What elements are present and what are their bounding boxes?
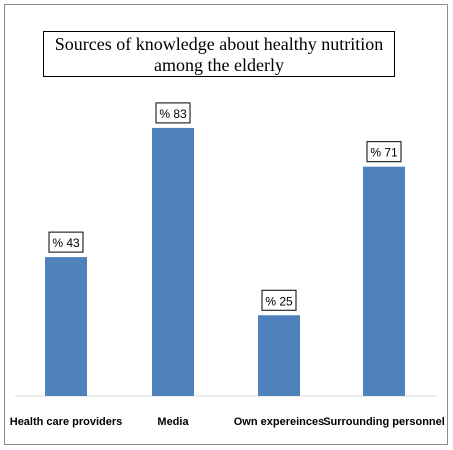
chart-title-line-2: among the elderly <box>154 55 284 75</box>
bar-3 <box>363 166 405 396</box>
chart-title-line-1: Sources of knowledge about healthy nutri… <box>54 34 384 54</box>
bar-1 <box>152 127 194 396</box>
chart-title: Sources of knowledge about healthy nutri… <box>43 31 395 77</box>
data-label-2: % 25 <box>265 294 293 308</box>
bar-2 <box>258 315 300 396</box>
data-label-1: % 83 <box>159 107 187 121</box>
data-label-box-2 <box>261 289 297 311</box>
data-label-box-0 <box>48 231 84 253</box>
category-label-0: Health care providers <box>10 416 123 428</box>
category-label-2: Own expereinces <box>234 416 325 428</box>
data-label-box-1 <box>155 102 191 124</box>
category-label-1: Media <box>157 416 189 428</box>
data-label-3: % 71 <box>370 146 398 160</box>
bar-0 <box>45 257 87 396</box>
category-label-3: Surrounding personnel <box>323 416 445 428</box>
data-label-box-3 <box>366 141 402 163</box>
data-label-0: % 43 <box>52 236 80 250</box>
